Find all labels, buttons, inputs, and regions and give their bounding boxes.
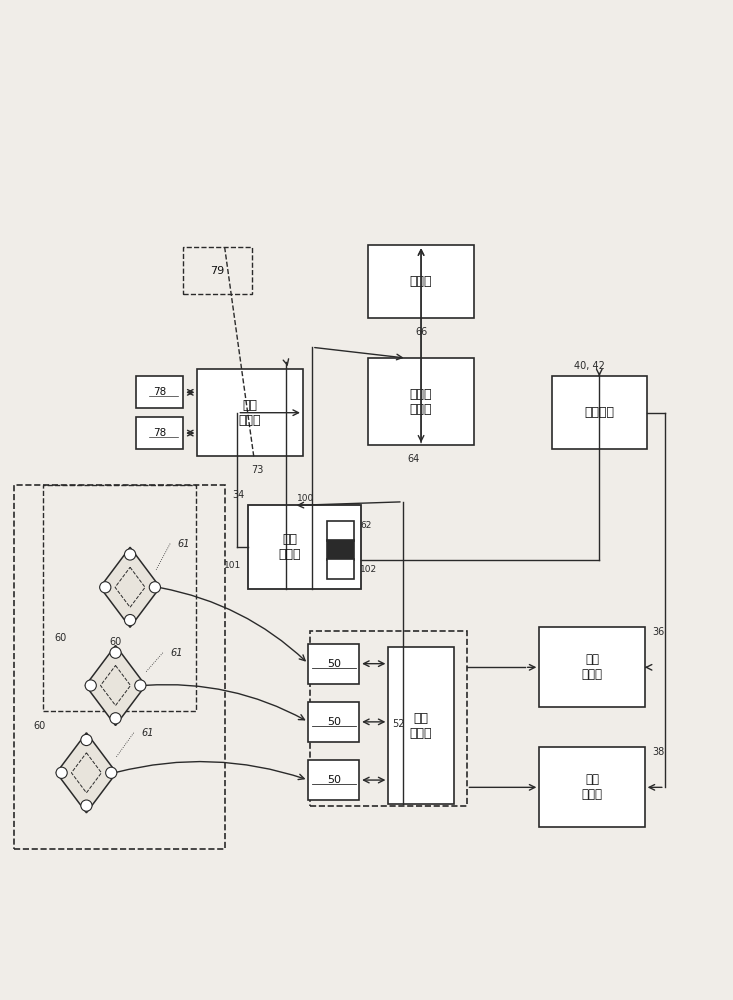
Text: 78: 78	[153, 428, 166, 438]
FancyBboxPatch shape	[552, 376, 647, 449]
Text: 50: 50	[327, 775, 341, 785]
Text: 64: 64	[408, 454, 420, 464]
Polygon shape	[100, 547, 160, 627]
Text: 79: 79	[210, 266, 224, 276]
Text: 36: 36	[652, 627, 664, 637]
Circle shape	[135, 680, 146, 691]
FancyBboxPatch shape	[248, 505, 361, 589]
FancyBboxPatch shape	[368, 358, 474, 445]
Text: 100: 100	[298, 494, 314, 503]
Text: 60: 60	[33, 721, 45, 731]
Text: 导航
显示器: 导航 显示器	[581, 773, 603, 801]
Text: 用户接口: 用户接口	[584, 406, 614, 419]
Text: 78: 78	[153, 387, 166, 397]
Text: 视觉
控制器: 视觉 控制器	[239, 399, 262, 427]
Text: 102: 102	[361, 565, 377, 574]
Text: 操纵器: 操纵器	[410, 275, 432, 288]
Text: 73: 73	[251, 465, 264, 475]
Text: 导航
显示器: 导航 显示器	[581, 653, 603, 681]
Circle shape	[150, 582, 161, 593]
Text: 62: 62	[361, 521, 372, 530]
Circle shape	[125, 549, 136, 560]
Circle shape	[110, 713, 121, 724]
Text: 66: 66	[415, 327, 427, 337]
FancyBboxPatch shape	[309, 760, 359, 800]
Text: 61: 61	[141, 728, 153, 738]
Circle shape	[110, 647, 121, 658]
Circle shape	[125, 614, 136, 626]
Circle shape	[85, 680, 96, 691]
Text: 61: 61	[177, 539, 190, 549]
Text: 101: 101	[224, 561, 241, 570]
FancyBboxPatch shape	[327, 559, 355, 579]
Text: 61: 61	[170, 648, 183, 658]
FancyBboxPatch shape	[327, 521, 355, 541]
Text: 操纵器
控制器: 操纵器 控制器	[410, 388, 432, 416]
FancyBboxPatch shape	[539, 627, 645, 707]
FancyBboxPatch shape	[309, 644, 359, 684]
FancyBboxPatch shape	[136, 417, 183, 449]
FancyBboxPatch shape	[327, 540, 355, 560]
FancyBboxPatch shape	[309, 702, 359, 742]
Text: 40, 42: 40, 42	[574, 361, 605, 371]
Text: 相机
控制器: 相机 控制器	[410, 712, 432, 740]
FancyBboxPatch shape	[388, 647, 454, 804]
Circle shape	[81, 800, 92, 811]
Circle shape	[56, 767, 67, 778]
Text: 52: 52	[392, 719, 405, 729]
FancyBboxPatch shape	[368, 245, 474, 318]
Polygon shape	[86, 645, 146, 726]
Text: 34: 34	[232, 490, 245, 500]
Circle shape	[106, 767, 117, 778]
Circle shape	[100, 582, 111, 593]
Circle shape	[81, 734, 92, 746]
Text: 60: 60	[55, 633, 67, 643]
Text: 导航
计算机: 导航 计算机	[279, 533, 301, 561]
Text: 50: 50	[327, 717, 341, 727]
Text: 50: 50	[327, 659, 341, 669]
FancyBboxPatch shape	[539, 747, 645, 827]
FancyBboxPatch shape	[197, 369, 303, 456]
FancyBboxPatch shape	[136, 376, 183, 408]
Polygon shape	[56, 733, 117, 813]
Text: 38: 38	[652, 747, 664, 757]
Text: 60: 60	[109, 637, 122, 647]
